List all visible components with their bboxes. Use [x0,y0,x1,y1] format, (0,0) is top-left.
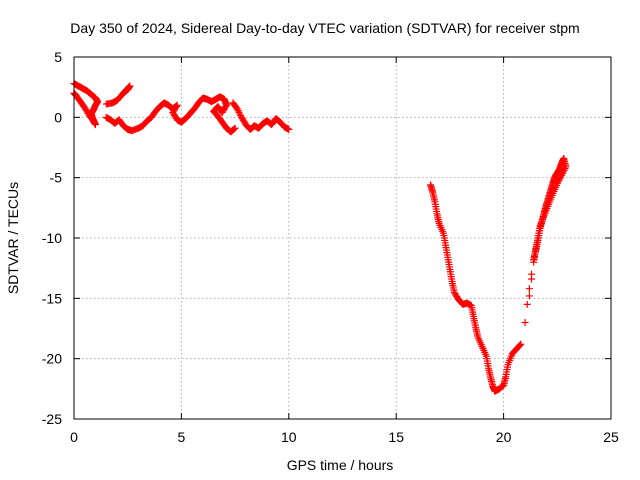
data-point [561,164,569,172]
data-point [237,112,245,120]
data-point [285,125,293,133]
data-point [234,107,242,115]
data-point [230,125,238,133]
x-tick-label: 0 [70,429,78,445]
data-point [528,275,536,283]
x-tick-label: 25 [603,429,619,445]
data-point [554,178,562,186]
data-point [229,126,237,134]
x-tick-label: 20 [496,429,512,445]
y-tick-label: -25 [42,411,62,427]
data-point [120,88,128,96]
data-point [235,108,243,116]
y-tick-label: 5 [54,49,62,65]
data-point [558,170,566,178]
data-point [119,89,127,97]
data-point [525,292,533,300]
y-tick-label: -15 [42,290,62,306]
data-point [517,340,525,348]
chart-title: Day 350 of 2024, Sidereal Day-to-day VTE… [70,20,579,36]
data-point [233,105,241,113]
y-tick-label: -5 [50,170,63,186]
data-point [236,110,244,118]
y-tick-label: 0 [54,109,62,125]
axis-ticks: 0 5 10 15 20 25 -25 -20 -15 -10 -5 0 5 [42,49,619,445]
data-point [121,88,129,96]
data-point [521,318,529,326]
grid-lines [74,57,611,419]
data-point [560,166,568,174]
data-point [523,300,531,308]
data-point [525,285,533,293]
data-point [231,124,239,132]
data-point [556,175,564,183]
data-point [559,168,567,176]
x-tick-label: 5 [178,429,186,445]
y-tick-label: -20 [42,351,62,367]
data-point [562,163,570,171]
y-axis-label: SDTVAR / TECUs [5,182,21,294]
x-tick-label: 15 [388,429,404,445]
x-tick-label: 10 [281,429,297,445]
data-point [558,171,566,179]
y-tick-label: -10 [42,230,62,246]
x-axis-label: GPS time / hours [287,457,394,473]
data-point [557,173,565,181]
data-point [530,258,538,266]
data-point [516,341,524,349]
data-points [70,80,570,395]
data-point [555,176,563,184]
